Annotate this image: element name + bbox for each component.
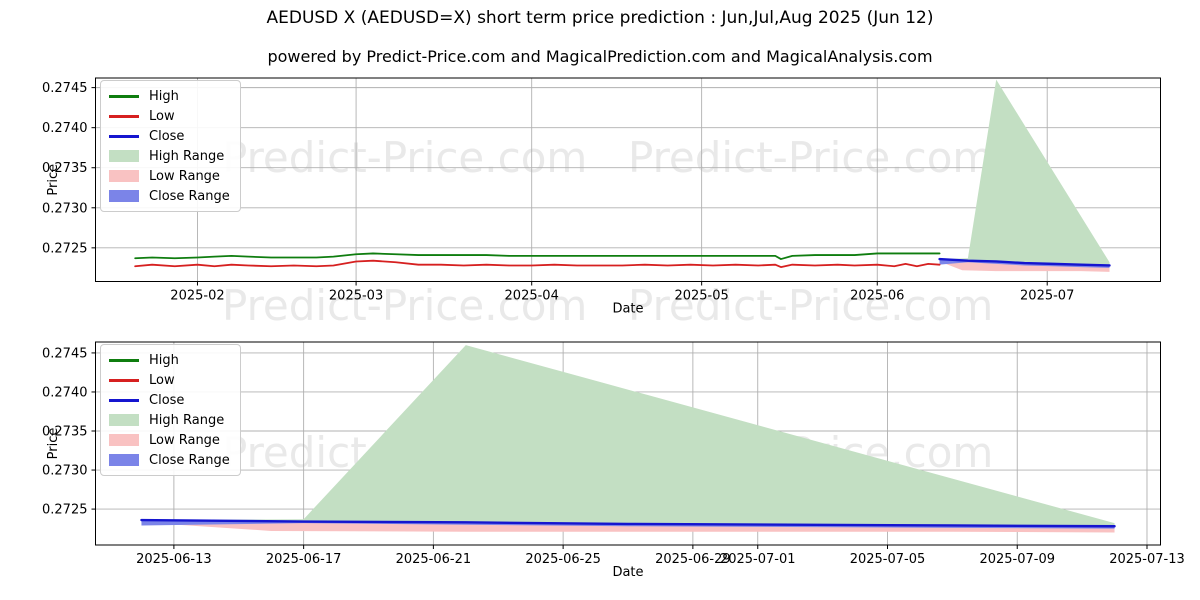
legend-item-low-range: Low Range <box>109 166 230 186</box>
close-line <box>140 518 1116 528</box>
legend-line-swatch <box>109 94 139 98</box>
legend-label: High <box>149 352 179 368</box>
watermark-text: Predict-Price.com <box>628 281 994 330</box>
legend-label: Low <box>149 372 175 388</box>
legend-item-high: High <box>109 350 230 370</box>
x-tick-label: 2025-07 <box>1020 289 1074 304</box>
y-tick-label: 0.2745 <box>42 81 88 96</box>
legend-item-low-range: Low Range <box>109 430 230 450</box>
y-tick-label: 0.2725 <box>42 241 88 256</box>
legend-label: High Range <box>149 412 225 428</box>
legend-item-high-range: High Range <box>109 410 230 430</box>
plot-border <box>95 77 1161 282</box>
legend-item-high: High <box>109 86 230 106</box>
legend-label: Low Range <box>149 432 220 448</box>
legend-patch-swatch <box>109 434 139 446</box>
x-tick-label: 2025-05 <box>674 289 728 304</box>
x-tick-label: 2025-07-13 <box>1109 552 1185 567</box>
high-range-area <box>939 79 1110 266</box>
legend-item-close-range: Close Range <box>109 186 230 206</box>
legend-patch-swatch <box>109 454 139 466</box>
legend-item-close: Close <box>109 390 230 410</box>
y-tick-label: 0.2730 <box>42 201 88 216</box>
legend-line-swatch <box>109 398 139 402</box>
plot-border <box>95 341 1161 546</box>
figure-subtitle: powered by Predict-Price.com and Magical… <box>267 47 933 66</box>
y-tick-label: 0.2725 <box>42 503 88 518</box>
x-tick-label: 2025-06-25 <box>525 552 601 567</box>
y-tick-label: 0.2730 <box>42 464 88 479</box>
watermark-text: Predict-Price.com <box>222 133 588 182</box>
legend-label: Close <box>149 392 185 408</box>
legend-label: Close <box>149 128 185 144</box>
legend-label: High <box>149 88 179 104</box>
top-chart-plot: 2025-02 2025-03 2025-04 2025-05 2025-06 2025-… <box>42 77 1161 317</box>
x-axis-label: Date <box>612 302 643 317</box>
legend-item-high-range: High Range <box>109 146 230 166</box>
y-axis-label: Price <box>46 428 61 460</box>
x-axis-label: Date <box>612 565 643 580</box>
y-tick-label: 0.2740 <box>42 121 88 136</box>
x-tick-label: 2025-06 <box>850 289 904 304</box>
legend-item-low: Low <box>109 106 230 126</box>
legend-patch-swatch <box>109 170 139 182</box>
legend-label: Low <box>149 108 175 124</box>
legend-item-low: Low <box>109 370 230 390</box>
y-tick-label: 0.2740 <box>42 385 88 400</box>
legend-label: High Range <box>149 148 225 164</box>
legend-line-swatch <box>109 114 139 118</box>
x-tick-label: 2025-02 <box>170 289 224 304</box>
low-line <box>134 259 941 268</box>
high-line <box>134 252 941 260</box>
y-tick-label: 0.2735 <box>42 425 88 440</box>
legend-line-swatch <box>109 134 139 138</box>
legend-label: Close Range <box>149 188 230 204</box>
y-axis-label: Price <box>46 164 61 196</box>
bottom-chart-legend: High Low Close High Range Low Range Close Ran… <box>100 344 241 476</box>
watermark-text: Predict-Price.com <box>222 281 588 330</box>
x-tick-label: 2025-07-05 <box>850 552 926 567</box>
legend-label: Low Range <box>149 168 220 184</box>
x-tick-label: 2025-07-09 <box>979 552 1055 567</box>
close-line <box>938 257 1111 267</box>
legend-line-swatch <box>109 358 139 362</box>
legend-line-swatch <box>109 378 139 382</box>
watermark-text: Predict-Price.com <box>628 133 994 182</box>
figure-title: AEDUSD X (AEDUSD=X) short term price pre… <box>266 8 934 28</box>
top-chart-legend: High Low Close High Range Low Range Close Ran… <box>100 80 241 212</box>
x-tick-label: 2025-06-29 <box>655 552 731 567</box>
legend-patch-swatch <box>109 414 139 426</box>
x-tick-label: 2025-06-21 <box>396 552 472 567</box>
legend-patch-swatch <box>109 150 139 162</box>
x-tick-label: 2025-07-01 <box>720 552 796 567</box>
legend-patch-swatch <box>109 190 139 202</box>
legend-label: Close Range <box>149 452 230 468</box>
legend-item-close: Close <box>109 126 230 146</box>
x-tick-label: 2025-06-17 <box>266 552 342 567</box>
x-tick-label: 2025-06-13 <box>136 552 212 567</box>
x-tick-label: 2025-03 <box>329 289 383 304</box>
y-tick-label: 0.2745 <box>42 346 88 361</box>
y-tick-label: 0.2735 <box>42 161 88 176</box>
high-range-area <box>141 345 1115 527</box>
legend-item-close-range: Close Range <box>109 450 230 470</box>
x-tick-label: 2025-04 <box>505 289 559 304</box>
bottom-chart-plot: 2025-06-13 2025-06-17 2025-06-21 2025-06-25… <box>42 341 1185 580</box>
